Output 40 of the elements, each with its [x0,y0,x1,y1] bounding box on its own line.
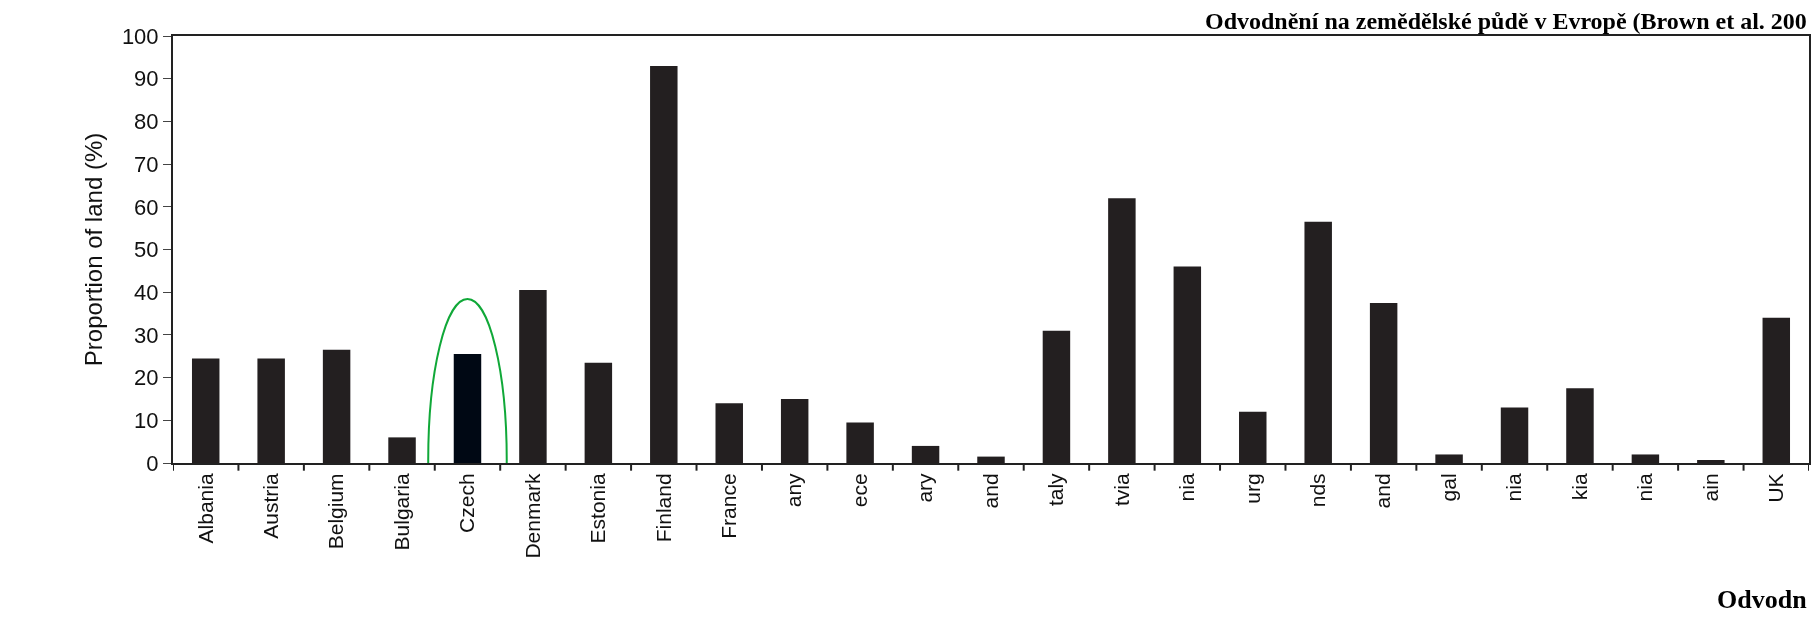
x-tick-label: any [782,472,806,508]
x-tick-label: Bulgaria [389,473,413,551]
x-tick-label: and [978,473,1002,509]
x-tick-label: Denmark [520,472,544,559]
x-tick-label: tvia [1109,473,1133,507]
x-tick-label: and [1371,473,1395,509]
y-tick-label: 50 [134,237,159,263]
y-tick-label: 40 [134,279,159,305]
x-tick-label: Czech [455,473,479,533]
x-tick-label: nia [1502,473,1526,502]
y-tick-label: 90 [134,66,159,92]
x-tick-label: Estonia [586,473,610,544]
x-tick-label: nia [1633,473,1657,502]
y-tick-label: 0 [146,450,159,476]
bar [453,354,482,463]
x-tick-label: Austria [258,473,282,539]
x-tick-label: France [717,473,741,539]
y-axis-title: Proportion of land (%) [80,132,108,367]
y-tick-label: 100 [121,23,159,49]
x-tick-label: ary [913,472,937,503]
x-tick-label: kia [1567,473,1591,501]
x-tick-label: Belgium [324,473,348,550]
x-tick-label: urg [1240,473,1264,504]
x-tick-label: UK [1764,473,1788,503]
x-tick-label: ain [1698,473,1722,502]
x-tick-label: nia [1175,473,1199,502]
x-tick-label: gal [1436,473,1460,502]
y-tick-label: 20 [134,365,159,391]
y-tick-label: 10 [134,408,159,433]
chart-title: Odvodnění na zemědělské půdě v Evropě (Brown et al. 200 [1205,8,1807,34]
x-tick-label: Albania [193,473,217,544]
x-tick-label: nds [1306,473,1330,508]
y-tick-label: 70 [134,151,159,177]
y-tick-label: 80 [134,109,159,135]
x-tick-label: taly [1044,472,1068,507]
x-tick-label: ece [847,473,871,508]
y-tick-label: 30 [134,322,159,348]
y-tick-label: 60 [134,194,159,220]
text: Odvodn [1717,585,1808,614]
x-tick-label: Finland [651,473,675,543]
